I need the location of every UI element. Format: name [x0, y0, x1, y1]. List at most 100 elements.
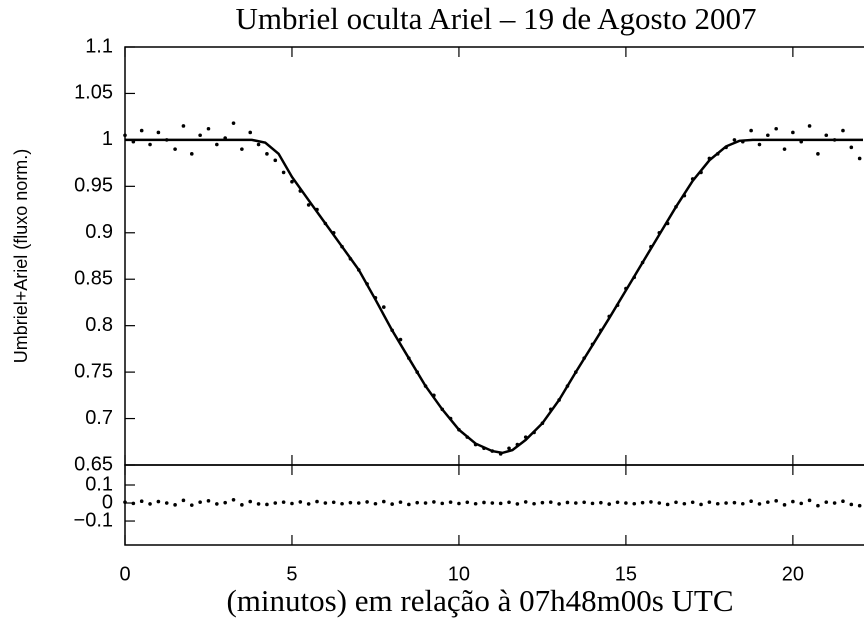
data-point: [766, 133, 770, 138]
data-point: [816, 503, 820, 508]
plot-frame: [124, 464, 864, 546]
y-tick-label: 1.05: [74, 82, 113, 104]
y-tick-label: 0.95: [74, 175, 113, 197]
data-point: [206, 499, 211, 503]
data-point: [306, 203, 311, 207]
data-point: [699, 502, 703, 507]
data-point: [256, 142, 261, 147]
y-tick-label: 1.1: [85, 35, 113, 57]
data-point: [240, 147, 244, 151]
x-tick-label: 20: [782, 563, 804, 585]
data-point: [139, 128, 144, 133]
y-tick-label: 0.75: [74, 360, 113, 382]
x-axis-label: (minutos) em relação à 07h48m00s UTC: [226, 583, 733, 618]
data-point: [540, 500, 545, 505]
fit-line: [125, 138, 863, 455]
data-point: [173, 503, 177, 507]
data-point: [766, 500, 770, 504]
data-point: [223, 500, 227, 505]
data-point: [340, 501, 344, 506]
data-point: [507, 500, 511, 505]
data-point: [615, 500, 620, 505]
data-point: [532, 501, 536, 506]
data-point: [557, 502, 561, 506]
data-point: [440, 501, 445, 506]
data-point: [774, 126, 778, 131]
data-point: [791, 499, 795, 504]
data-point: [824, 133, 829, 138]
data-point: [215, 142, 219, 147]
data-point: [732, 500, 737, 505]
data-point: [807, 124, 812, 128]
data-point: [632, 501, 637, 506]
y-tick-label: 0.9: [85, 221, 113, 243]
data-point: [657, 501, 662, 505]
data-point: [832, 501, 837, 505]
data-point: [665, 502, 670, 507]
data-point: [306, 502, 311, 506]
data-point: [674, 500, 678, 505]
y-tick-label: 0: [102, 491, 113, 513]
data-point: [198, 500, 202, 504]
data-point: [457, 501, 461, 506]
x-tick-label: 0: [119, 563, 130, 585]
data-point: [724, 501, 728, 505]
data-point: [315, 499, 319, 504]
data-point: [841, 499, 845, 504]
data-point: [582, 500, 586, 505]
y-tick-label: 0.7: [85, 407, 113, 429]
data-point: [849, 502, 854, 507]
data-point: [281, 500, 286, 504]
x-tick-label: 15: [615, 563, 637, 585]
data-point: [273, 501, 278, 505]
data-point: [356, 501, 361, 505]
data-point: [123, 133, 127, 138]
data-point: [432, 500, 436, 504]
data-point: [507, 446, 511, 451]
data-point: [373, 501, 378, 506]
data-point: [782, 147, 787, 151]
data-point: [757, 142, 762, 147]
data-point: [382, 499, 386, 504]
plot-frame: [124, 46, 864, 466]
data-point: [690, 500, 695, 505]
data-point: [574, 501, 578, 505]
data-point: [807, 498, 812, 503]
data-point: [382, 305, 386, 309]
data-point: [265, 152, 269, 156]
data-point: [782, 503, 787, 507]
data-point: [473, 501, 478, 506]
data-point: [841, 128, 845, 133]
data-point: [740, 501, 745, 506]
data-point: [857, 503, 862, 508]
data-point: [256, 502, 261, 506]
data-point: [849, 145, 854, 150]
data-point: [749, 128, 753, 133]
data-point: [390, 502, 394, 506]
data-point: [774, 499, 778, 503]
data-point: [240, 503, 244, 507]
data-point: [640, 500, 645, 505]
data-point: [799, 501, 804, 506]
y-tick-label: 0.8: [85, 314, 113, 336]
x-tick-label: 10: [448, 563, 470, 585]
x-tick-label: 5: [286, 563, 297, 585]
data-point: [206, 126, 211, 131]
data-point: [791, 130, 795, 135]
data-point: [198, 133, 202, 138]
data-point: [181, 124, 186, 128]
data-point: [415, 500, 419, 505]
data-point: [482, 500, 486, 505]
y-tick-label: −0.1: [74, 509, 113, 531]
data-point: [215, 502, 219, 506]
data-point: [523, 500, 528, 504]
data-point: [331, 500, 336, 505]
data-point: [624, 501, 628, 505]
data-point: [732, 138, 737, 142]
data-point: [156, 130, 161, 135]
data-point: [715, 501, 720, 506]
data-point: [490, 501, 495, 505]
data-point: [298, 500, 303, 504]
